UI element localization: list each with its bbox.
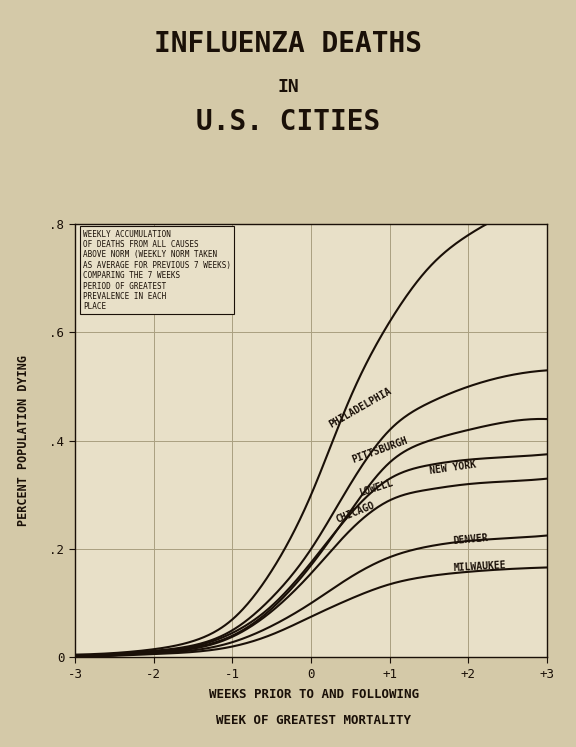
Text: LOWELL: LOWELL [358, 477, 395, 498]
Text: U.S. CITIES: U.S. CITIES [196, 108, 380, 136]
Text: PITTSBURGH: PITTSBURGH [350, 436, 409, 465]
Text: INFLUENZA DEATHS: INFLUENZA DEATHS [154, 30, 422, 58]
Text: IN: IN [277, 78, 299, 96]
Text: PERCENT POPULATION DYING: PERCENT POPULATION DYING [17, 356, 29, 526]
Text: CHICAGO: CHICAGO [335, 500, 377, 524]
Text: WEEKLY ACCUMULATION
OF DEATHS FROM ALL CAUSES
ABOVE NORM (WEEKLY NORM TAKEN
AS A: WEEKLY ACCUMULATION OF DEATHS FROM ALL C… [83, 229, 231, 311]
Text: WEEKS PRIOR TO AND FOLLOWING: WEEKS PRIOR TO AND FOLLOWING [209, 688, 419, 701]
Text: WEEK OF GREATEST MORTALITY: WEEK OF GREATEST MORTALITY [217, 714, 411, 728]
Text: DENVER: DENVER [453, 533, 488, 546]
Text: MILWAUKEE: MILWAUKEE [453, 561, 506, 574]
Text: NEW YORK: NEW YORK [429, 459, 477, 476]
Text: PHILADELPHIA: PHILADELPHIA [327, 386, 393, 430]
